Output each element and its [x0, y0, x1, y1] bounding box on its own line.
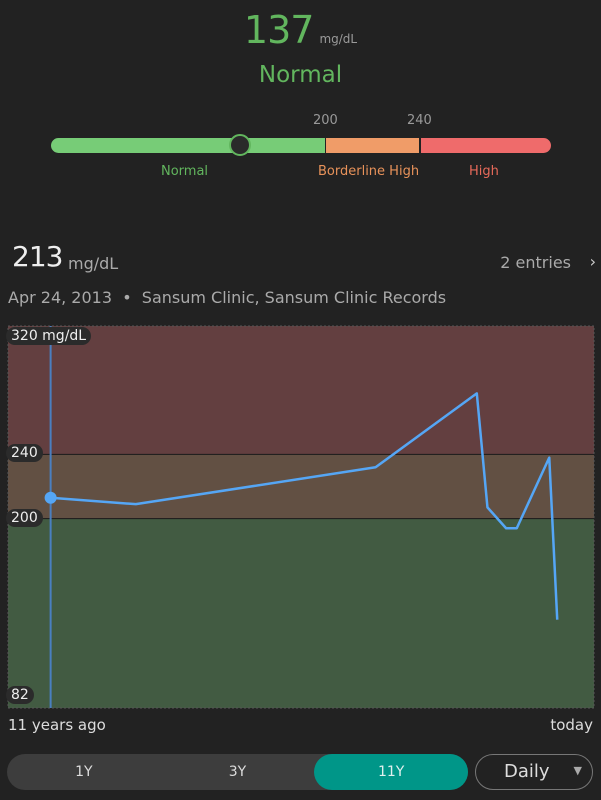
selected-meta: Apr 24, 2013 • Sansum Clinic, Sansum Cli… [8, 288, 446, 307]
selected-date: Apr 24, 2013 [8, 288, 113, 307]
interval-value: Daily [504, 761, 550, 782]
selected-value: 213 [12, 240, 63, 273]
y-label-min: 82 [6, 686, 34, 704]
chevron-right-icon[interactable]: › [589, 252, 596, 271]
interval-dropdown[interactable]: Daily ▼ [475, 754, 593, 790]
y-label-240: 240 [6, 444, 43, 462]
range-high-segment [421, 138, 551, 153]
chart-band [8, 454, 594, 519]
range-3y-button[interactable]: 3Y [228, 764, 247, 780]
current-value: 137 mg/dL [0, 8, 601, 52]
series-line [50, 392, 559, 620]
y-label-max: 320 mg/dL [6, 327, 92, 345]
y-label-200: 200 [6, 509, 43, 527]
entries-link[interactable]: 2 entries [500, 253, 571, 272]
range-label-high: High [469, 164, 499, 179]
data-point[interactable] [134, 502, 138, 506]
data-point[interactable] [485, 505, 489, 509]
range-tick: 200 [313, 113, 338, 128]
range-label-borderline: Borderline High [318, 164, 420, 179]
selected-unit: mg/dL [68, 254, 119, 273]
range-11y-button[interactable]: 11Y [314, 754, 469, 790]
selected-source: Sansum Clinic, Sansum Clinic Records [141, 288, 447, 307]
x-label-end: today [550, 716, 593, 734]
caret-down-icon: ▼ [573, 764, 582, 777]
current-value-number: 137 [243, 8, 315, 52]
data-point[interactable] [475, 391, 479, 395]
separator: • [122, 288, 132, 307]
data-point[interactable] [504, 526, 508, 530]
range-normal-segment [51, 138, 325, 153]
data-point[interactable] [374, 465, 378, 469]
range-marker [228, 134, 251, 156]
range-1y-button[interactable]: 1Y [75, 764, 93, 780]
data-point[interactable] [547, 456, 551, 460]
range-label-normal: Normal [161, 164, 209, 179]
chart-band [8, 326, 594, 455]
data-point[interactable] [44, 491, 57, 504]
data-point[interactable] [555, 618, 559, 622]
data-point[interactable] [515, 526, 519, 530]
range-borderline-segment [326, 138, 419, 153]
x-label-start: 11 years ago [8, 716, 106, 734]
time-range-selector: 1Y 3Y 11Y [7, 754, 469, 790]
current-value-unit: mg/dL [319, 32, 358, 46]
chart-band [8, 518, 594, 708]
range-tick: 240 [407, 113, 432, 128]
current-status: Normal [258, 62, 343, 88]
